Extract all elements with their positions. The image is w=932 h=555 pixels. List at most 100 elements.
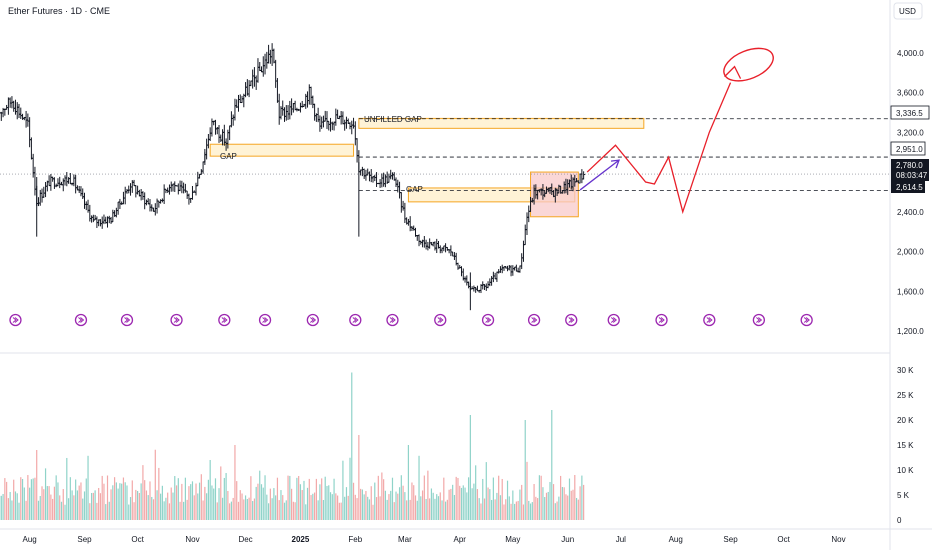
volume-bar — [268, 503, 269, 520]
volume-bar — [98, 488, 99, 520]
volume-bar — [445, 502, 446, 520]
volume-bar — [512, 490, 513, 520]
event-icon[interactable] — [566, 315, 577, 326]
volume-bar — [555, 503, 556, 520]
volume-bar — [574, 475, 575, 520]
event-icon[interactable] — [10, 315, 21, 326]
volume-bar — [372, 505, 373, 520]
volume-bar — [406, 500, 407, 520]
volume-bar — [355, 495, 356, 520]
volume-bar — [495, 499, 496, 520]
volume-bar — [226, 473, 227, 520]
volume-bar — [447, 500, 448, 520]
currency-label[interactable]: USD — [899, 7, 916, 16]
event-icon[interactable] — [260, 315, 271, 326]
volume-bar — [84, 491, 85, 520]
event-icon[interactable] — [307, 315, 318, 326]
volume-bar — [473, 484, 474, 520]
event-icon[interactable] — [608, 315, 619, 326]
event-icon[interactable] — [801, 315, 812, 326]
volume-bar — [349, 458, 350, 520]
volume-bar — [449, 490, 450, 520]
volume-bar — [54, 487, 55, 520]
volume-bar — [507, 481, 508, 520]
event-icon[interactable] — [121, 315, 132, 326]
event-icon[interactable] — [435, 315, 446, 326]
volume-bar — [144, 480, 145, 520]
volume-bar — [204, 487, 205, 520]
volume-bar — [496, 493, 497, 520]
volume-bar — [351, 373, 352, 521]
event-icon[interactable] — [529, 315, 540, 326]
volume-bar — [443, 478, 444, 520]
volume-bar — [43, 489, 44, 520]
volume-bar — [486, 462, 487, 520]
volume-bar — [503, 504, 504, 520]
time-tick-label: Feb — [348, 535, 362, 544]
volume-bar — [80, 482, 81, 520]
volume-bar — [475, 465, 476, 520]
volume-bar — [291, 489, 292, 520]
event-icon[interactable] — [219, 315, 230, 326]
volume-bar — [197, 493, 198, 520]
volume-bar — [333, 479, 334, 520]
volume-bar — [342, 461, 343, 520]
volume-bar — [116, 482, 117, 520]
volume-bar — [374, 483, 375, 520]
volume-bar — [452, 485, 453, 520]
volume-bar — [156, 490, 157, 520]
volume-bar — [178, 478, 179, 520]
event-icon[interactable] — [753, 315, 764, 326]
volume-bar — [310, 495, 311, 520]
volume-bar — [8, 498, 9, 520]
volume-bar — [344, 497, 345, 520]
volume-bar — [459, 486, 460, 520]
volume-bar — [360, 489, 361, 520]
event-icon[interactable] — [75, 315, 86, 326]
event-icon[interactable] — [171, 315, 182, 326]
volume-bar — [564, 487, 565, 520]
volume-bar — [521, 485, 522, 520]
volume-bar — [162, 486, 163, 520]
volume-bar — [192, 481, 193, 520]
volume-bar — [79, 486, 80, 520]
event-icon[interactable] — [704, 315, 715, 326]
volume-bar — [348, 496, 349, 520]
event-icon[interactable] — [350, 315, 361, 326]
volume-bar — [401, 475, 402, 520]
currency-button[interactable]: USD — [894, 3, 922, 19]
volume-bar — [390, 491, 391, 520]
volume-bar — [195, 484, 196, 520]
volume-bar — [47, 486, 48, 520]
volume-bar — [319, 484, 320, 520]
volume-bar — [549, 482, 550, 520]
volume-bar — [367, 497, 368, 520]
volume-bar — [578, 500, 579, 520]
volume-bar — [279, 500, 280, 520]
volume-bar — [558, 497, 559, 520]
volume-bar — [91, 493, 92, 520]
event-icon[interactable] — [387, 315, 398, 326]
time-tick-label: May — [505, 535, 520, 544]
volume-bar — [298, 476, 299, 520]
volume-bar — [17, 493, 18, 520]
volume-bar — [70, 477, 71, 520]
volume-bar — [199, 483, 200, 520]
volume-bar — [335, 493, 336, 520]
volume-bar — [332, 494, 333, 520]
volume-bar — [86, 479, 87, 520]
tag-level-3336: 3,336.5 — [891, 106, 929, 119]
volume-bar — [252, 501, 253, 520]
volume-bar — [289, 476, 290, 520]
event-icon[interactable] — [483, 315, 494, 326]
volume-bar — [45, 468, 46, 520]
volume-bar — [392, 478, 393, 520]
volume-bar — [541, 476, 542, 520]
volume-bar — [213, 489, 214, 520]
event-icon[interactable] — [656, 315, 667, 326]
volume-bar — [25, 501, 26, 520]
volume-bar — [2, 494, 3, 520]
volume-bar — [121, 484, 122, 520]
